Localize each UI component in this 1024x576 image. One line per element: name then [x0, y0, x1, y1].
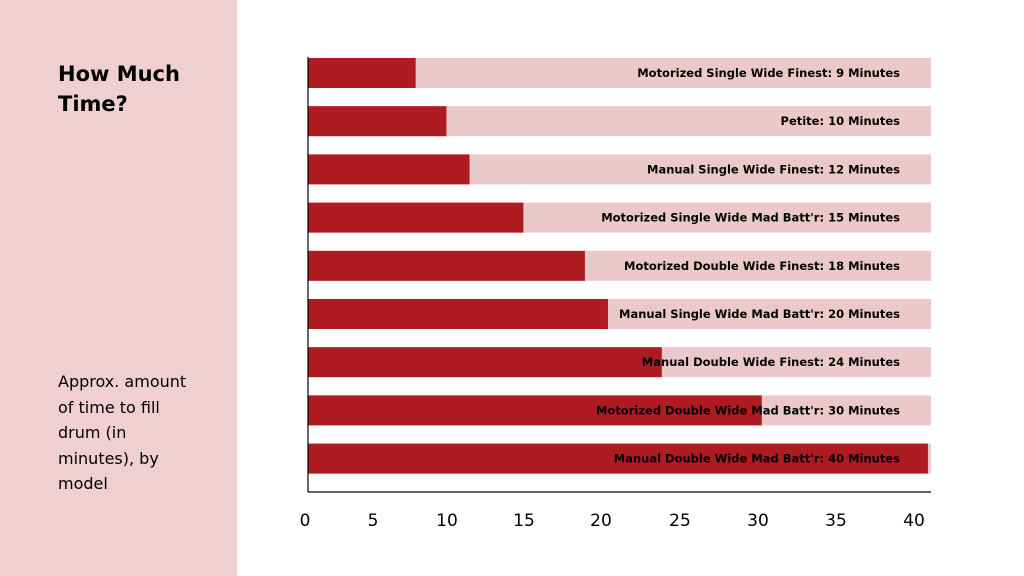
sidebar-panel [0, 0, 237, 576]
bar-label: Petite: 10 Minutes [781, 114, 901, 128]
bar [308, 250, 585, 281]
x-tick-label: 20 [590, 511, 612, 531]
bar [308, 58, 416, 88]
bar [308, 299, 608, 329]
bar-label: Manual Double Wide Mad Batt'r: 40 Minute… [614, 452, 900, 466]
bar [308, 106, 447, 137]
x-tick-label: 10 [436, 511, 458, 531]
bar-label: Motorized Double Wide Mad Batt'r: 30 Min… [596, 403, 900, 417]
chart-caption: Approx. amount of time to fill drum (in … [58, 372, 187, 493]
x-tick-label: 35 [825, 511, 847, 531]
bar [308, 154, 470, 185]
x-tick-label: 5 [368, 511, 379, 531]
x-tick-label: 30 [747, 511, 769, 531]
bar-label: Motorized Double Wide Finest: 18 Minutes [624, 259, 900, 273]
bar [308, 347, 662, 378]
bar-label: Motorized Single Wide Mad Batt'r: 15 Min… [601, 211, 900, 225]
x-tick-label: 25 [669, 511, 691, 531]
bar-label: Manual Single Wide Mad Batt'r: 20 Minute… [619, 307, 900, 321]
chart-title: How Much Time? [58, 62, 180, 116]
x-tick-label: 0 [300, 511, 311, 531]
bar-label: Motorized Single Wide Finest: 9 Minutes [637, 66, 900, 80]
x-tick-label: 15 [513, 511, 535, 531]
bar [308, 395, 762, 426]
bar [308, 443, 928, 474]
bar-label: Manual Double Wide Finest: 24 Minutes [642, 355, 900, 369]
bar [308, 202, 524, 233]
x-tick-label: 40 [903, 511, 925, 531]
bar-label: Manual Single Wide Finest: 12 Minutes [647, 162, 900, 176]
